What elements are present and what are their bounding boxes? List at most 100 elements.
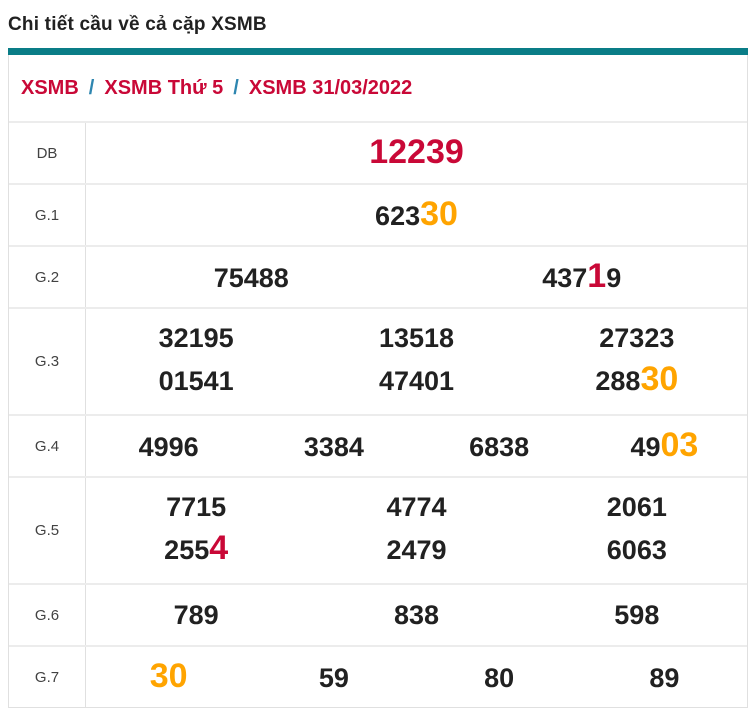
- prize-line: 7715 4774 2061: [86, 489, 747, 525]
- digits: 4996: [138, 432, 199, 463]
- digits: 3384: [303, 432, 364, 463]
- prize-row-values: 62330: [86, 185, 747, 245]
- digits: 27323: [599, 323, 675, 354]
- breadcrumb-link-3[interactable]: XSMB 31/03/2022: [248, 76, 413, 99]
- prize-row-g7: G.7 30 59 80 89: [9, 645, 747, 707]
- prize-row-g3: G.3 32195 13518 27323 01541 47401 28830: [9, 307, 747, 414]
- prize-number: 6063: [527, 532, 747, 568]
- highlighted-digits: 30: [420, 195, 458, 234]
- prize-number: 6838: [417, 429, 582, 465]
- results-panel: XSMB / XSMB Thứ 5 / XSMB 31/03/2022 DB 12239 G…: [8, 55, 748, 708]
- prize-number: 62330: [86, 192, 747, 238]
- prize-row-g6: G.6 789 838 598: [9, 583, 747, 645]
- prize-number: 59: [251, 660, 416, 696]
- prize-number: 7715: [86, 489, 306, 525]
- prize-number: 80: [417, 660, 582, 696]
- prize-number: 4996: [86, 429, 251, 465]
- digits: 75488: [213, 263, 289, 294]
- prize-row-g1: G.1 62330: [9, 183, 747, 245]
- digits: 89: [649, 663, 680, 694]
- digits: 9: [606, 263, 622, 294]
- prize-number: 89: [582, 660, 747, 696]
- prize-row-label: G.7: [9, 647, 86, 707]
- prize-row-label: G.4: [9, 416, 86, 476]
- prize-row-values: 30 59 80 89: [86, 647, 747, 707]
- prize-row-values: 4996 3384 6838 4903: [86, 416, 747, 476]
- digits: 32195: [158, 323, 234, 354]
- highlighted-digits: 1: [587, 257, 607, 296]
- prize-number: 838: [306, 597, 526, 633]
- prize-line: 4996 3384 6838 4903: [86, 423, 747, 469]
- prize-number: 12239: [86, 130, 747, 176]
- digits: 288: [595, 365, 641, 396]
- breadcrumb-link-2[interactable]: XSMB Thứ 5: [104, 76, 224, 99]
- digits: 7715: [166, 492, 227, 523]
- digits: 4774: [386, 492, 447, 523]
- prize-number: 789: [86, 597, 306, 633]
- accent-bar: [8, 48, 748, 55]
- digits: 49: [630, 432, 661, 463]
- digits: 598: [614, 599, 660, 630]
- prize-line: 12239: [86, 130, 747, 176]
- digits: 01541: [158, 365, 234, 396]
- prize-number: 32195: [86, 320, 306, 356]
- digits: 80: [484, 663, 515, 694]
- digits: 255: [164, 534, 210, 565]
- prize-row-label: G.1: [9, 185, 86, 245]
- prize-number: 2479: [306, 532, 526, 568]
- prize-number: 27323: [527, 320, 747, 356]
- highlighted-digits: 4: [209, 528, 229, 567]
- breadcrumb-link-1[interactable]: XSMB: [21, 76, 79, 99]
- prize-number: 4903: [582, 423, 747, 469]
- prize-number: 4774: [306, 489, 526, 525]
- digits: 13518: [378, 323, 455, 354]
- page-title: Chi tiết cầu về cả cặp XSMB: [8, 14, 267, 35]
- breadcrumb-separator: /: [233, 76, 239, 99]
- prize-number: 28830: [527, 357, 747, 403]
- prize-line: 62330: [86, 192, 747, 238]
- prize-number: 3384: [251, 429, 416, 465]
- prize-row-values: 32195 13518 27323 01541 47401 28830: [86, 309, 747, 414]
- prize-row-values: 789 838 598: [86, 585, 747, 645]
- prize-row-g5: G.5 7715 4774 2061 2554 2479 6063: [9, 476, 747, 583]
- prize-row-values: 7715 4774 2061 2554 2479 6063: [86, 478, 747, 583]
- digits: 47401: [378, 365, 455, 396]
- prize-row-label: G.3: [9, 309, 86, 414]
- prize-line: 2554 2479 6063: [86, 526, 747, 572]
- digits: 59: [318, 663, 349, 694]
- prize-row-db: DB 12239: [9, 123, 747, 183]
- prize-line: 01541 47401 28830: [86, 357, 747, 403]
- prize-row-label: DB: [9, 123, 86, 183]
- digits: 838: [393, 599, 440, 630]
- prize-line: 32195 13518 27323: [86, 320, 747, 356]
- prize-number: 01541: [86, 363, 306, 399]
- digits: 6838: [469, 432, 530, 463]
- digits: 2061: [606, 492, 667, 523]
- prize-row-values: 75488 43719: [86, 247, 747, 307]
- digits: 623: [375, 201, 421, 232]
- results-table: DB 12239 G.1 62330 G.2 75488 43719 G.3 32195 1351…: [9, 123, 747, 707]
- breadcrumb-separator: /: [88, 76, 95, 99]
- digits: 437: [542, 263, 588, 294]
- prize-number: 30: [86, 654, 251, 700]
- highlighted-digits: 30: [149, 657, 188, 696]
- prize-number: 47401: [306, 363, 526, 399]
- prize-number: 2061: [527, 489, 747, 525]
- highlighted-digits: 30: [640, 359, 679, 398]
- digits: 6063: [606, 534, 667, 565]
- prize-row-label: G.6: [9, 585, 86, 645]
- prize-number: 75488: [86, 260, 417, 296]
- prize-number: 13518: [306, 320, 526, 356]
- prize-number: 43719: [417, 254, 748, 300]
- highlighted-digits: 03: [660, 426, 699, 465]
- prize-line: 789 838 598: [86, 597, 747, 633]
- prize-row-label: G.5: [9, 478, 86, 583]
- prize-line: 30 59 80 89: [86, 654, 747, 700]
- prize-line: 75488 43719: [86, 254, 747, 300]
- prize-number: 2554: [86, 526, 306, 572]
- digits: 2479: [386, 534, 447, 565]
- prize-row-label: G.2: [9, 247, 86, 307]
- prize-row-g2: G.2 75488 43719: [9, 245, 747, 307]
- digits: 789: [173, 599, 219, 630]
